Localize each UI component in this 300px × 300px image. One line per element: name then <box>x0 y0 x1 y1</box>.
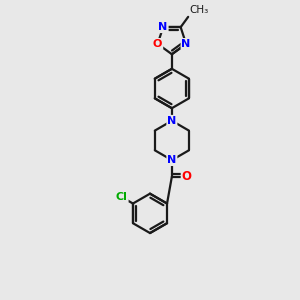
Text: N: N <box>167 155 176 165</box>
Text: O: O <box>153 39 162 49</box>
Text: N: N <box>182 39 191 49</box>
Text: Cl: Cl <box>116 192 128 202</box>
Text: N: N <box>167 116 176 126</box>
Text: N: N <box>158 22 168 32</box>
Text: CH₃: CH₃ <box>189 5 208 15</box>
Text: O: O <box>182 170 192 183</box>
